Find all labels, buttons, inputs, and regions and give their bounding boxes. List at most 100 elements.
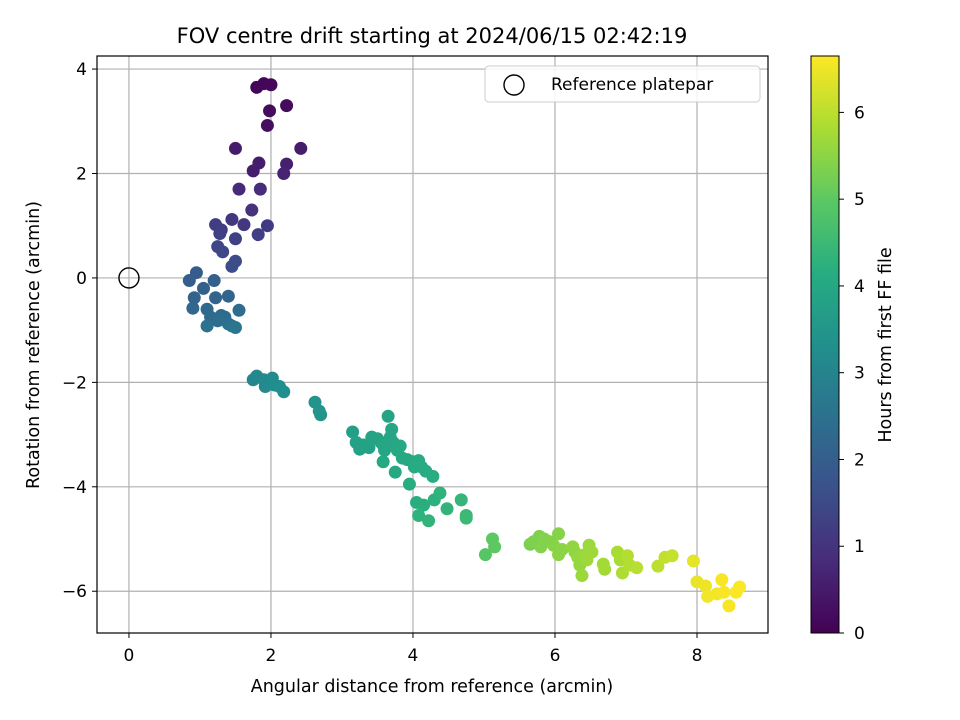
data-point <box>187 291 201 305</box>
data-point <box>225 212 239 226</box>
data-point <box>733 580 747 594</box>
legend: Reference platepar <box>484 65 761 103</box>
data-point <box>209 291 223 305</box>
data-point <box>388 465 402 479</box>
data-point <box>412 509 426 523</box>
data-point <box>630 561 644 575</box>
data-point <box>277 385 291 399</box>
data-point <box>186 301 200 315</box>
data-point <box>440 502 454 516</box>
y-axis-label: Rotation from reference (arcmin) <box>24 201 44 489</box>
y-tick-label: −4 <box>62 478 87 498</box>
x-axis-ticks: 0 2 4 6 8 <box>124 633 703 666</box>
data-point <box>488 540 502 554</box>
data-point <box>433 486 447 500</box>
data-point <box>280 99 294 113</box>
data-point <box>232 182 246 196</box>
data-point <box>245 203 259 217</box>
data-point <box>237 218 251 232</box>
colorbar-tick-label: 5 <box>854 190 865 210</box>
x-tick-label: 0 <box>124 646 135 666</box>
x-axis-label: Angular distance from reference (arcmin) <box>251 677 614 697</box>
data-point <box>197 281 211 295</box>
reference-marker-group <box>118 267 140 289</box>
data-point <box>717 585 731 599</box>
data-point <box>232 303 246 317</box>
colorbar-label: Hours from first FF file <box>876 247 896 442</box>
data-point <box>314 408 328 422</box>
colorbar-ticks: 0 1 2 3 4 5 6 <box>839 103 865 644</box>
legend-reference-marker <box>503 74 525 96</box>
colorbar-frame <box>810 55 840 634</box>
data-point <box>575 569 589 583</box>
data-point <box>294 141 308 155</box>
data-point <box>686 554 700 568</box>
data-point <box>699 579 713 593</box>
data-point <box>264 78 278 92</box>
x-tick-label: 2 <box>266 646 277 666</box>
legend-box <box>484 65 761 103</box>
data-point <box>376 455 390 469</box>
data-point <box>362 441 376 455</box>
data-point <box>598 562 612 576</box>
data-point <box>422 514 436 528</box>
y-tick-label: −6 <box>62 582 87 602</box>
colorbar <box>811 56 839 633</box>
data-point <box>251 228 265 242</box>
data-point <box>346 425 360 439</box>
data-point <box>580 553 594 567</box>
data-point <box>417 498 431 512</box>
data-point <box>263 104 277 118</box>
x-tick-label: 4 <box>408 646 419 666</box>
colorbar-tick-label: 3 <box>854 364 865 384</box>
data-point <box>182 274 196 288</box>
y-tick-label: 4 <box>76 60 87 80</box>
y-tick-label: 2 <box>76 164 87 184</box>
data-point <box>213 227 227 241</box>
data-point <box>478 548 492 562</box>
data-point <box>228 141 242 155</box>
y-axis-ticks: −6 −4 −2 0 2 4 <box>62 60 97 602</box>
data-point <box>459 511 473 525</box>
colorbar-tick-label: 1 <box>854 537 865 557</box>
data-point <box>715 573 729 587</box>
data-point <box>225 259 239 273</box>
reference-platepar-marker <box>118 267 140 289</box>
y-tick-label: 0 <box>76 269 87 289</box>
data-point <box>228 232 242 246</box>
data-point <box>260 219 274 233</box>
data-point <box>207 274 221 288</box>
data-point <box>426 469 440 483</box>
data-point <box>381 409 395 423</box>
chart-title: FOV centre drift starting at 2024/06/15 … <box>177 24 688 48</box>
y-tick-label: −2 <box>62 373 87 393</box>
data-point <box>402 477 416 491</box>
plot-frame <box>96 55 769 634</box>
colorbar-tick-label: 6 <box>854 103 865 123</box>
data-points <box>182 77 747 613</box>
data-point <box>555 542 569 556</box>
data-point <box>221 289 235 303</box>
grid-lines <box>97 56 768 633</box>
data-point <box>216 245 230 259</box>
colorbar-tick-label: 0 <box>854 624 865 644</box>
data-point <box>228 321 242 335</box>
data-point <box>378 443 392 457</box>
data-point <box>211 314 225 328</box>
data-point <box>200 319 214 333</box>
data-point <box>651 559 665 573</box>
data-point <box>246 164 260 178</box>
x-tick-label: 8 <box>692 646 703 666</box>
colorbar-tick-label: 2 <box>854 450 865 470</box>
data-point <box>552 527 566 541</box>
x-tick-label: 6 <box>550 646 561 666</box>
data-point <box>260 118 274 132</box>
data-point <box>665 549 679 563</box>
data-point <box>277 166 291 180</box>
data-point <box>393 439 407 453</box>
data-point <box>454 493 468 507</box>
data-point <box>722 599 736 613</box>
data-point <box>253 182 267 196</box>
colorbar-tick-label: 4 <box>854 277 865 297</box>
